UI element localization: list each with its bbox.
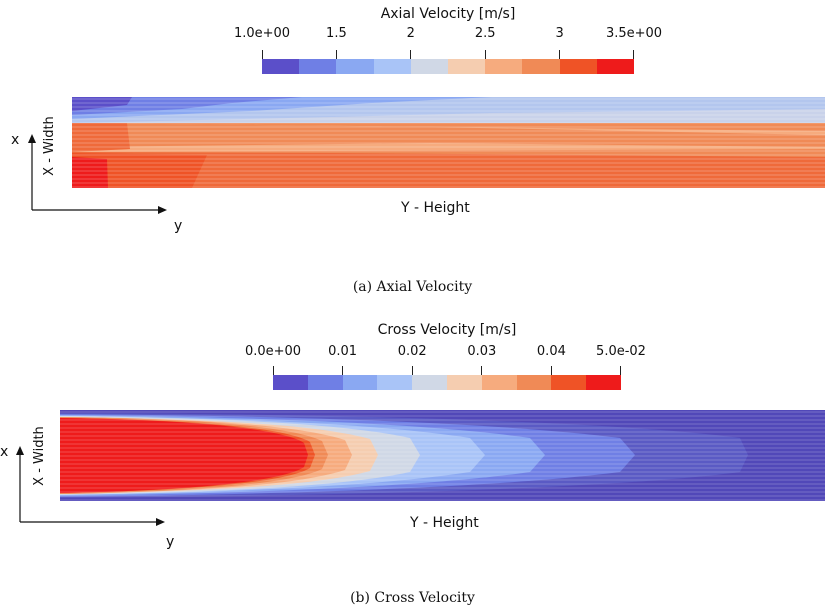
- colorbar-segment: [412, 375, 447, 390]
- colorbar-tick-label: 1.0e+00: [233, 26, 291, 41]
- colorbar-tick-label: 3: [555, 26, 564, 41]
- colorbar-tick-mark: [342, 366, 343, 375]
- y-height-label: Y - Height: [401, 200, 470, 216]
- colorbar-segment: [586, 375, 621, 390]
- colorbar-tick-mark: [273, 366, 274, 375]
- colorbar-tick-labels: 0.0e+00 0.01 0.02 0.03 0.04 5.0e-02: [245, 344, 646, 364]
- colorbar-title: Axial Velocity [m/s]: [380, 6, 516, 22]
- axis-y-label: y: [174, 218, 183, 234]
- colorbar-tick-mark: [485, 50, 486, 59]
- colorbar-tick-mark: [336, 50, 337, 59]
- colorbar-tick-mark: [559, 50, 560, 59]
- colorbar-tick-label: 0.02: [397, 344, 427, 359]
- colorbar-segment: [448, 59, 486, 74]
- colorbar: [262, 59, 635, 74]
- colorbar-segment: [485, 59, 523, 74]
- colorbar-segment: [516, 375, 552, 390]
- colorbar-tick-mark: [481, 366, 482, 375]
- colorbar-segment: [307, 375, 343, 390]
- y-axis-arrowhead: [156, 518, 165, 526]
- colorbar-tick-marks: [273, 366, 621, 375]
- figure-caption: (b) Cross Velocity: [350, 590, 475, 606]
- colorbar-segment: [336, 59, 374, 74]
- colorbar-segment: [481, 375, 517, 390]
- x-axis-arrowhead: [16, 446, 24, 455]
- colorbar-segment: [262, 59, 300, 74]
- colorbar-tick-label: 2.5: [474, 26, 496, 41]
- y-height-label: Y - Height: [410, 515, 479, 531]
- colorbar-tick-mark: [262, 50, 263, 59]
- colorbar-tick-label: 1.5: [326, 26, 347, 41]
- colorbar-title: Cross Velocity [m/s]: [377, 322, 517, 338]
- colorbar-tick-mark: [633, 50, 634, 59]
- cross-velocity-field: [60, 410, 825, 501]
- colorbar-segment: [551, 375, 587, 390]
- axis-x-label: x: [11, 132, 20, 148]
- colorbar-segment: [299, 59, 337, 74]
- colorbar-tick-label: 3.5e+00: [605, 26, 663, 41]
- axial-velocity-field: [72, 97, 825, 188]
- axis-x-label: x: [0, 444, 9, 460]
- colorbar-segment: [522, 59, 560, 74]
- colorbar-segment: [596, 59, 635, 74]
- colorbar-segment: [373, 59, 411, 74]
- colorbar-segment: [342, 375, 378, 390]
- y-axis-arrowhead: [158, 206, 167, 214]
- x-width-label: X - Width: [42, 116, 57, 176]
- colorbar-segment: [273, 375, 308, 390]
- colorbar-tick-label: 5.0e-02: [596, 344, 646, 359]
- colorbar: [273, 375, 621, 390]
- axes-arrows: [28, 134, 167, 214]
- axes-arrows: [16, 446, 165, 526]
- colorbar-tick-mark: [412, 366, 413, 375]
- colorbar-tick-mark: [410, 50, 411, 59]
- axis-y-label: y: [166, 534, 175, 550]
- colorbar-tick-label: 0.0e+00: [244, 344, 302, 359]
- colorbar-tick-labels: 1.0e+00 1.5 2 2.5 3 3.5e+00: [234, 26, 662, 46]
- colorbar-tick-mark: [620, 366, 621, 375]
- colorbar-tick-mark: [551, 366, 552, 375]
- colorbar-tick-marks: [262, 50, 634, 59]
- colorbar-segment: [377, 375, 413, 390]
- colorbar-segment: [446, 375, 482, 390]
- x-axis-arrowhead: [28, 134, 36, 143]
- x-width-label: X - Width: [32, 426, 47, 486]
- colorbar-segment: [410, 59, 449, 74]
- colorbar-segment: [559, 59, 597, 74]
- colorbar-tick-label: 0.01: [328, 344, 358, 359]
- figure-caption: (a) Axial Velocity: [352, 279, 473, 295]
- colorbar-tick-label: 0.03: [467, 344, 497, 359]
- colorbar-tick-label: 0.04: [536, 344, 566, 359]
- colorbar-tick-label: 2: [406, 26, 415, 41]
